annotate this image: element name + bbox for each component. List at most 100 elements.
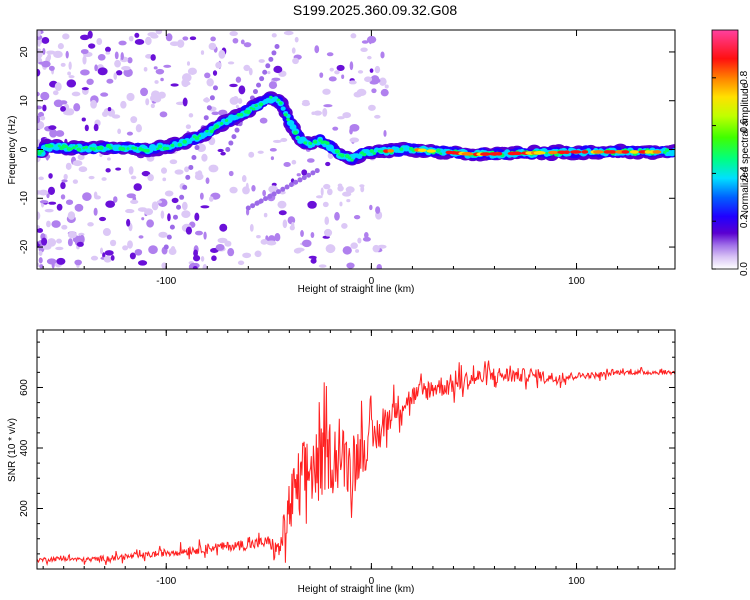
- ridge-peak: [593, 150, 604, 154]
- ridge-blob: [224, 119, 229, 122]
- spectrogram-speckle: [147, 32, 158, 37]
- spectrogram-speckle: [181, 201, 188, 211]
- spectrogram-speckle: [57, 43, 64, 50]
- spectrogram-streak: [297, 177, 303, 183]
- spectrogram-speckle: [62, 33, 70, 40]
- spectrogram-speckle: [248, 151, 255, 158]
- spectrogram-speckle: [121, 65, 131, 71]
- spectrogram-speckle: [88, 175, 95, 180]
- spectrogram-speckle: [67, 211, 76, 220]
- spectrogram-speckle: [229, 83, 238, 88]
- spectrogram-speckle: [254, 250, 262, 258]
- spectrogram-speckle: [76, 241, 84, 247]
- spectrogram-speckle: [60, 62, 66, 67]
- spectrogram-streak: [263, 196, 269, 202]
- ridge-blob: [339, 153, 345, 158]
- ridge-blob: [318, 138, 322, 142]
- spectrogram-speckle: [86, 78, 94, 85]
- spectrogram-speckle: [258, 59, 265, 63]
- ridge-blob: [350, 158, 354, 162]
- ridge-blob: [69, 147, 74, 151]
- spectrogram-speckle: [185, 124, 191, 130]
- spectrogram-speckle: [56, 257, 66, 265]
- y-tick-label: -10: [19, 191, 30, 206]
- spectrogram-speckle: [271, 33, 277, 38]
- ridge-blob: [325, 141, 330, 146]
- spectrogram-speckle: [72, 179, 79, 184]
- spectrogram-speckle: [55, 130, 65, 137]
- spectrogram-speckle: [87, 30, 93, 39]
- spectrogram-speckle: [38, 189, 49, 196]
- spectrogram-speckle: [165, 33, 173, 42]
- spectrogram-speckle: [339, 201, 343, 207]
- spectrogram-speckle: [118, 40, 127, 46]
- spectrogram-speckle: [53, 99, 64, 108]
- spectrogram-streak: [256, 82, 262, 88]
- spectrogram-streak: [179, 194, 185, 200]
- spectrogram-speckle: [200, 205, 210, 209]
- x-tick-label: 100: [568, 576, 585, 587]
- spectrogram-speckle: [138, 235, 144, 239]
- spectrogram-speckle: [42, 47, 46, 55]
- ridge-blob: [182, 139, 188, 144]
- spectrogram-speckle: [263, 212, 268, 218]
- spectrogram-speckle: [364, 76, 373, 83]
- spectrogram-speckle: [241, 175, 247, 183]
- spectrogram-speckle: [307, 200, 317, 209]
- spectrogram-speckle: [377, 244, 387, 249]
- spectrogram-speckle: [291, 159, 297, 165]
- ridge-peak: [511, 151, 523, 156]
- spectrogram-speckle: [329, 67, 334, 72]
- ridge-blob: [312, 140, 318, 144]
- spectrogram-speckle: [37, 121, 45, 130]
- spectrogram-speckle: [280, 137, 288, 142]
- spectrogram-speckle: [94, 64, 98, 72]
- spectrogram-speckle: [103, 255, 112, 263]
- x-tick-label: -100: [156, 276, 176, 287]
- spectrogram-speckle: [90, 255, 99, 261]
- spectrogram-speckle: [82, 192, 92, 201]
- spectrogram-speckle: [319, 72, 324, 78]
- spectrogram-speckle: [348, 80, 357, 85]
- spectrogram-streak: [271, 191, 277, 197]
- spectrogram-streak: [188, 164, 194, 170]
- ridge-blob: [283, 113, 288, 117]
- ridge-blob: [239, 113, 244, 117]
- spectrogram-speckle: [211, 255, 217, 262]
- spectrogram-speckle: [68, 75, 75, 79]
- ridge-blob: [293, 130, 298, 135]
- spectrogram-speckle: [229, 186, 238, 194]
- spectrogram-streak: [209, 95, 215, 101]
- spectrogram-speckle: [238, 85, 246, 95]
- spectrogram-streak: [288, 182, 294, 188]
- spectrogram-speckle: [171, 197, 179, 204]
- spectrogram-speckle: [201, 153, 208, 162]
- ridge-blob: [269, 95, 273, 99]
- colorbar: 0.0 0.2 0.4 0.6 0.8 Normalized spectral ampl…: [711, 29, 750, 276]
- spectrogram-speckle: [41, 60, 51, 68]
- colorbar-tick-label: 0.4: [739, 166, 750, 180]
- spectrogram-speckle: [61, 224, 68, 230]
- spectrogram-speckle: [93, 123, 99, 132]
- ridge-blob: [165, 146, 170, 151]
- spectrogram-speckle: [187, 67, 197, 75]
- spectrogram-speckle: [349, 137, 360, 143]
- spectrogram-speckle: [182, 97, 188, 107]
- spectrogram-speckle: [357, 237, 362, 244]
- spectrogram-speckle: [67, 231, 77, 239]
- spectrogram-speckle: [215, 61, 222, 69]
- spectrogram-streak: [169, 224, 175, 230]
- ridge-blob: [286, 117, 290, 122]
- ridge-blob: [278, 101, 283, 105]
- spectrogram-speckle: [296, 173, 301, 177]
- spectrogram-speckle: [74, 259, 82, 266]
- spectrogram-speckle: [82, 55, 87, 65]
- spectrogram-speckle: [163, 64, 172, 68]
- spectrogram-speckle: [105, 168, 111, 173]
- spectrogram-speckle: [72, 160, 83, 167]
- spectrogram-streak: [293, 179, 299, 185]
- spectrogram-speckle: [378, 77, 387, 86]
- spectrogram-speckle: [147, 173, 154, 182]
